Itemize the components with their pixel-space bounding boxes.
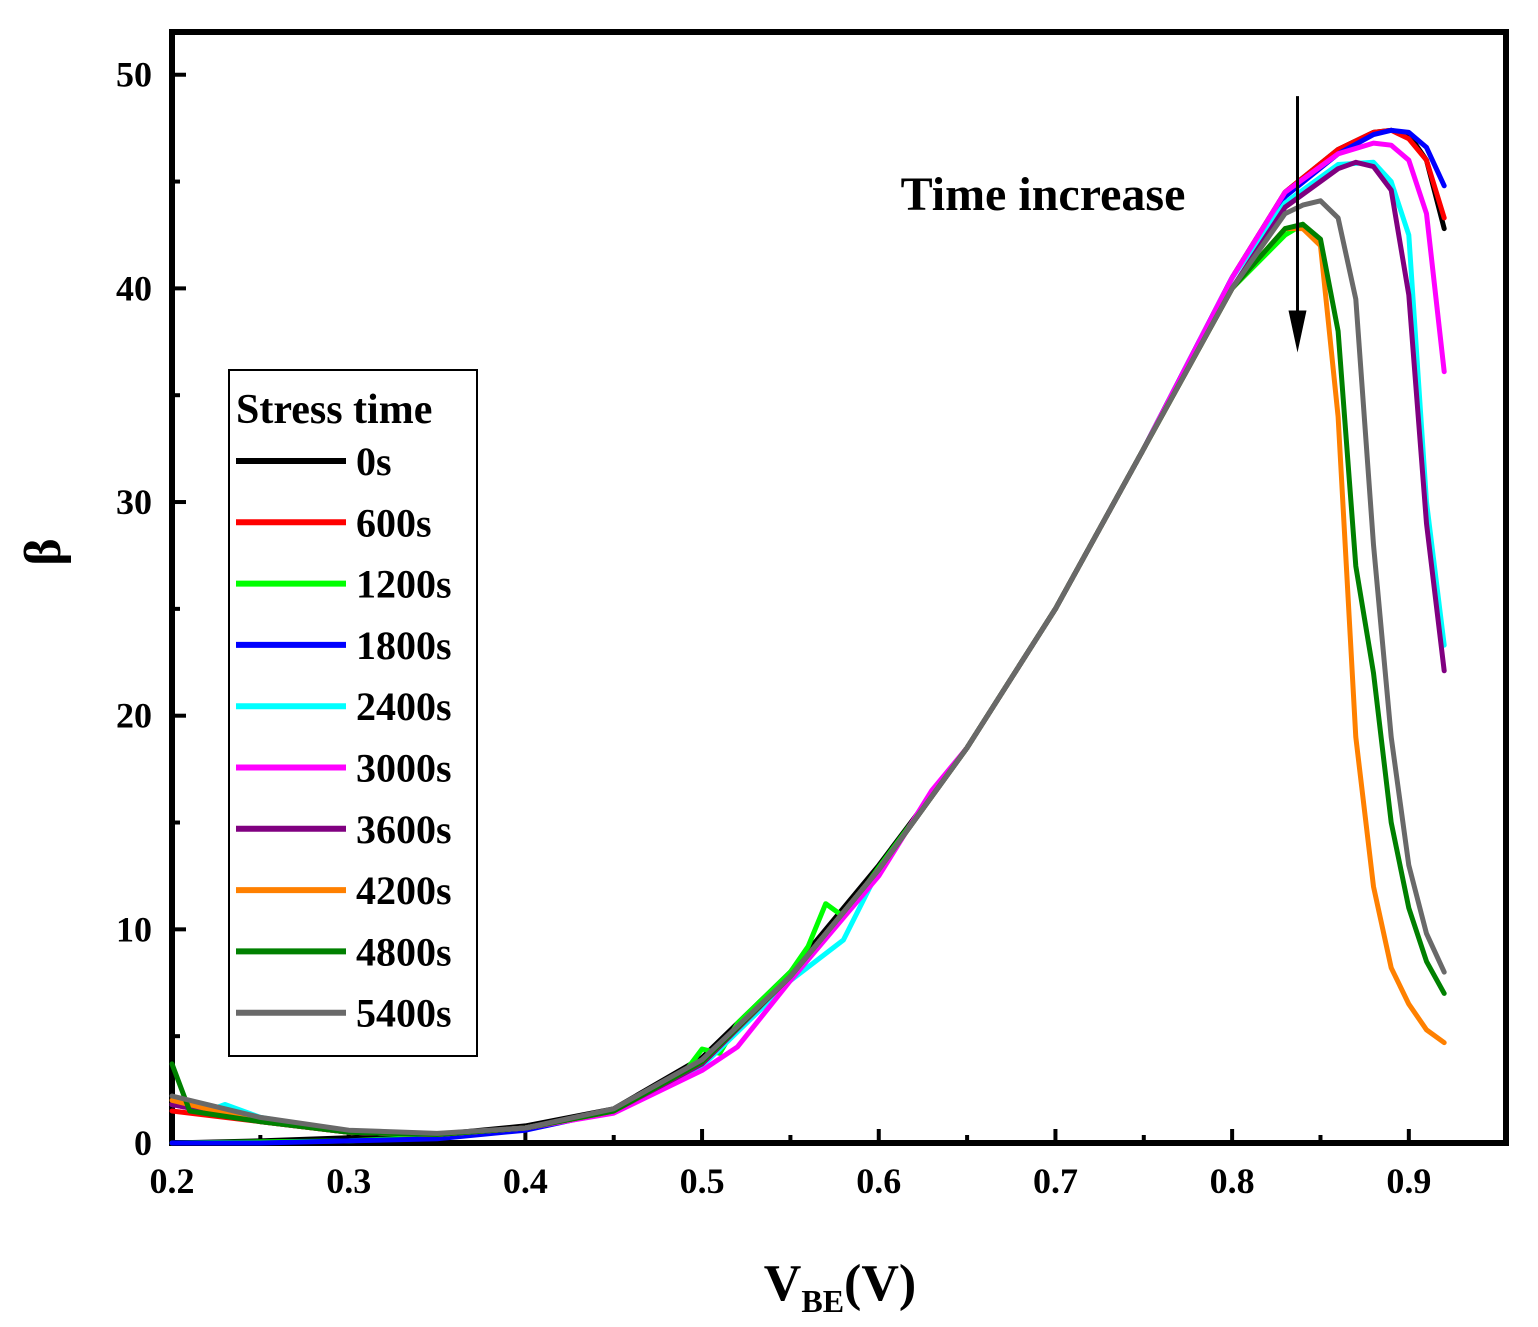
plot-frame [169, 29, 1509, 1146]
x-axis: 0.2 0.3 0.4 0.5 0.6 0.7 0.8 0.9 [150, 1129, 1431, 1201]
legend-label-4800s: 4800s [356, 929, 452, 974]
legend-title: Stress time [236, 387, 432, 433]
x-tick-label: 0.2 [150, 1161, 195, 1201]
legend-label-0s: 0s [356, 439, 392, 484]
legend: Stress time 0s 600s 1200s 1800s 2400s 3000s 36… [228, 369, 478, 1057]
y-tick-label: 30 [116, 482, 152, 522]
x-tick-label: 0.6 [856, 1161, 901, 1201]
legend-label-4200s: 4200s [356, 868, 452, 913]
legend-label-3000s: 3000s [356, 746, 452, 791]
series-layer [169, 127, 1447, 1146]
y-tick-label: 20 [116, 696, 152, 736]
x-tick-label: 0.7 [1033, 1161, 1078, 1201]
x-tick-label: 0.5 [680, 1161, 725, 1201]
series-line-5400s [169, 198, 1447, 1136]
annotation-arrow [1288, 96, 1307, 353]
y-tick-label: 10 [116, 909, 152, 949]
x-tick-label: 0.3 [326, 1161, 371, 1201]
legend-box [228, 369, 478, 1057]
y-tick-label: 0 [134, 1123, 152, 1163]
legend-label-5400s: 5400s [356, 991, 452, 1036]
y-tick-label: 50 [116, 55, 152, 95]
x-axis-title-main: V [764, 1255, 802, 1312]
y-axis-title: β [15, 538, 72, 565]
x-tick-label: 0.8 [1210, 1161, 1255, 1201]
x-axis-title-sub: BE [801, 1283, 844, 1319]
legend-label-1800s: 1800s [356, 623, 452, 668]
legend-label-1200s: 1200s [356, 562, 452, 607]
annotation-arrow-head [1288, 310, 1307, 353]
legend-items: 0s 600s 1200s 1800s 2400s 3000s 3600s 4200s 4800… [236, 439, 452, 1036]
y-tick-label: 40 [116, 268, 152, 308]
legend-label-2400s: 2400s [356, 684, 452, 729]
y-axis: 0 10 20 30 40 50 [116, 55, 186, 1163]
x-tick-label: 0.4 [503, 1161, 548, 1201]
x-tick-label: 0.9 [1386, 1161, 1431, 1201]
x-axis-title-unit: (V) [844, 1255, 916, 1312]
legend-label-3600s: 3600s [356, 807, 452, 852]
annotation-text: Time increase [901, 168, 1186, 221]
legend-label-600s: 600s [356, 500, 432, 545]
x-axis-title: VBE(V) [764, 1255, 916, 1319]
